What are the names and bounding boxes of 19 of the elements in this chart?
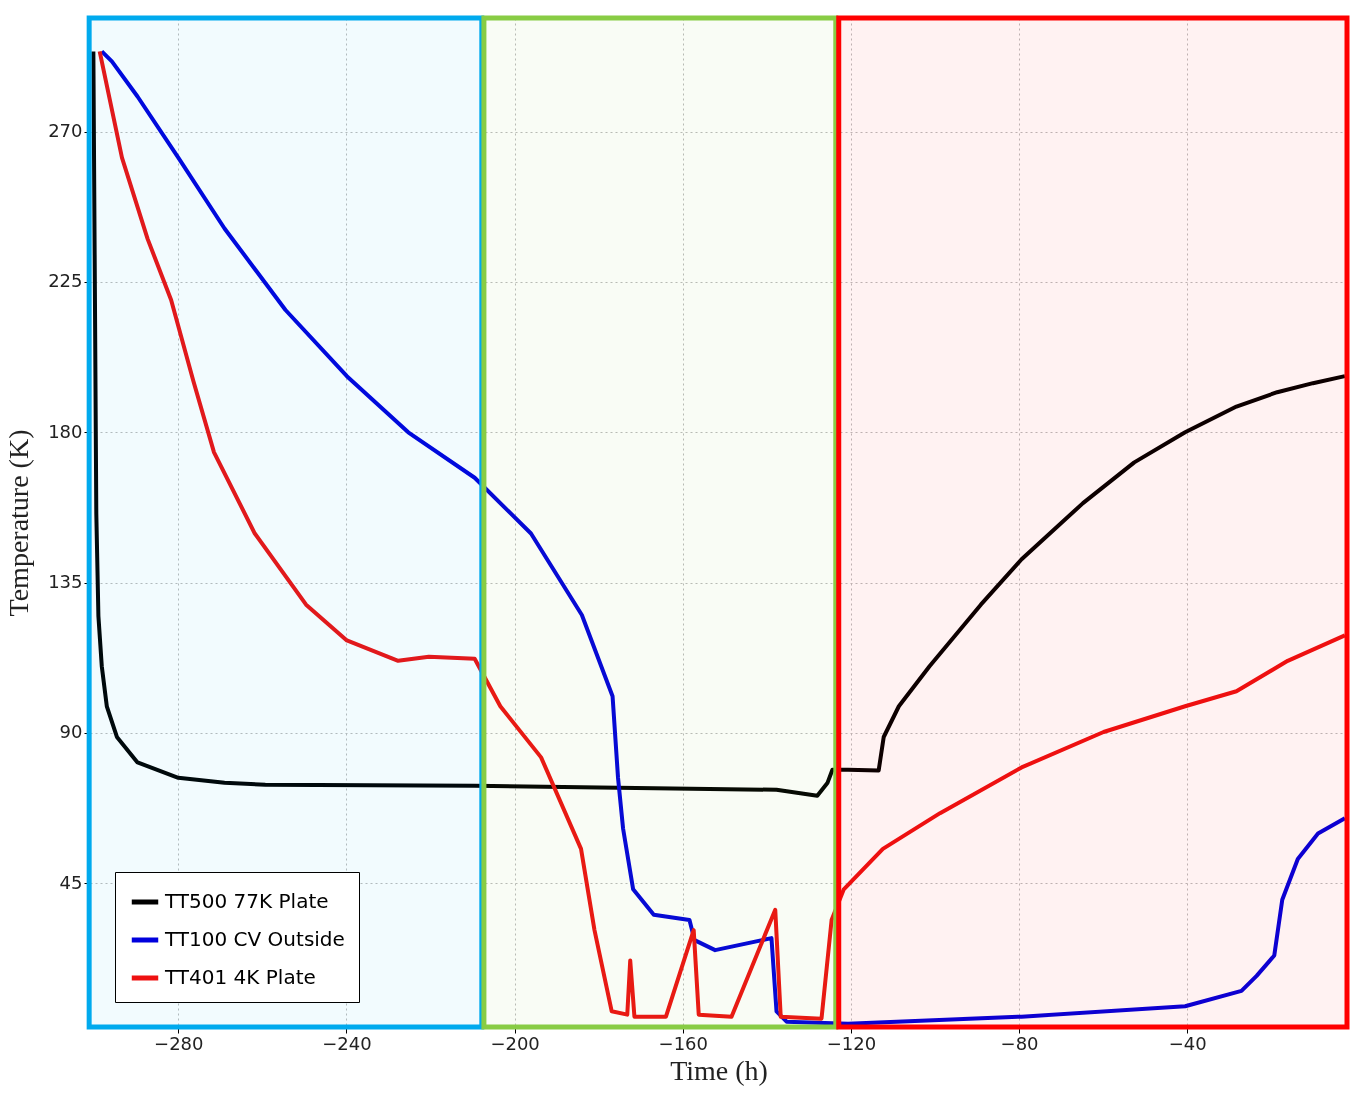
x-axis-title: Time (h) [670,1054,768,1086]
y-tick-label: 45 [59,871,83,893]
x-tick-label: −40 [1168,1032,1207,1054]
legend-label: TT500 77K Plate [164,889,329,913]
line-series [91,49,1347,798]
x-tick-label: −240 [322,1032,372,1054]
y-axis-title: Temperature (K) [3,429,35,617]
legend-label: TT100 CV Outside [164,927,345,951]
y-tick-label: 270 [48,120,83,142]
x-tick-label: −280 [154,1032,204,1054]
legend-label: TT401 4K Plate [164,965,316,989]
y-tick-label: 90 [59,721,83,743]
y-tick-label: 225 [48,270,83,292]
y-tick-label: 135 [48,571,83,593]
x-tick-label: −120 [826,1032,877,1054]
x-tick-label: −160 [658,1032,708,1054]
y-tick-label: 180 [48,420,83,442]
x-tick-label: −80 [1000,1032,1039,1054]
x-tick-label: −200 [490,1032,540,1054]
